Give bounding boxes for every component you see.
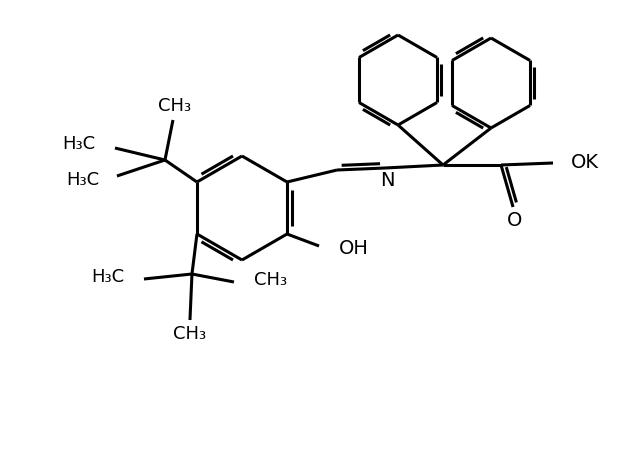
Text: O: O <box>508 212 523 230</box>
Text: CH₃: CH₃ <box>159 97 191 115</box>
Text: OH: OH <box>339 238 369 258</box>
Text: H₃C: H₃C <box>62 135 95 153</box>
Text: OK: OK <box>571 154 599 172</box>
Text: H₃C: H₃C <box>66 171 99 189</box>
Text: N: N <box>380 171 394 189</box>
Text: CH₃: CH₃ <box>254 271 287 289</box>
Text: CH₃: CH₃ <box>173 325 207 343</box>
Text: H₃C: H₃C <box>91 268 124 286</box>
